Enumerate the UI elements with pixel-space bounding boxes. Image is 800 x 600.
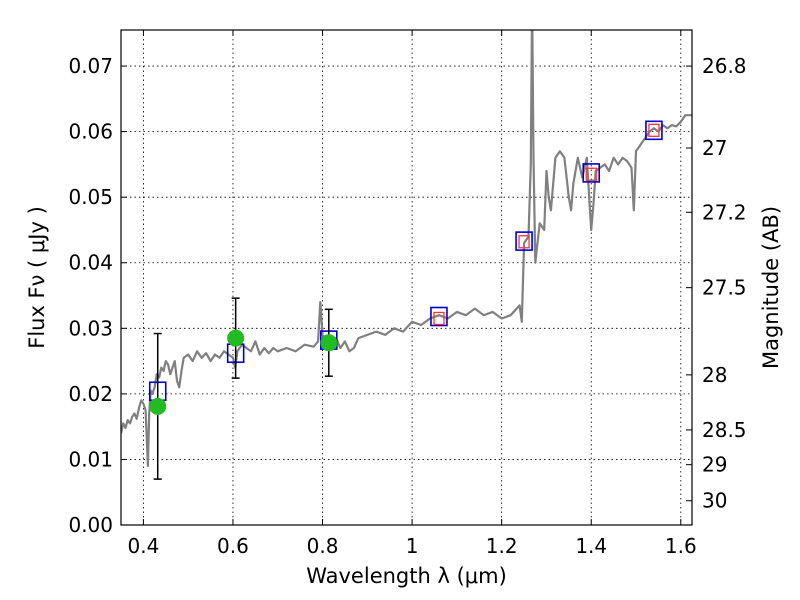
detection-square-marker: [585, 167, 597, 181]
x-axis-label: Wavelength λ (μm): [306, 564, 507, 588]
axes-frame: [120, 29, 693, 526]
y-tick-label: 0.00: [68, 513, 113, 537]
model-square-marker: [515, 231, 533, 251]
y2-tick-label: 28: [702, 363, 727, 387]
grid: [121, 30, 692, 525]
y-tick-label: 0.06: [68, 120, 113, 144]
x-tick-label: 1.2: [486, 534, 518, 558]
model-square-marker: [582, 163, 601, 183]
measurement-point: [227, 329, 245, 347]
y2-tick-label: 27.2: [702, 200, 747, 224]
measurement-point: [149, 397, 167, 415]
model-square-marker: [645, 120, 663, 141]
x-tick-label: 1.6: [665, 534, 697, 558]
y2-tick-label: 29: [702, 453, 727, 477]
y-tick-label: 0.02: [68, 382, 113, 406]
y-tick-label: 0.04: [68, 251, 113, 275]
y2-tick-label: 27.5: [702, 276, 747, 300]
y-tick-label: 0.01: [68, 447, 113, 471]
y-tick-label: 0.05: [68, 185, 113, 209]
y-axis-label: Flux Fν ( μJy ): [25, 206, 49, 349]
y-tick-label: 0.03: [68, 316, 113, 340]
x-tick-label: 1: [406, 534, 419, 558]
model-square-marker: [430, 306, 448, 327]
y2-tick-label: 27: [702, 136, 727, 160]
series-group: [121, 30, 692, 480]
y2-tick-label: 28.5: [702, 418, 747, 442]
y2-tick-label: 26.8: [702, 54, 747, 78]
plot-area: [121, 30, 692, 480]
x-tick-label: 0.8: [307, 534, 339, 558]
x-tick-label: 0.4: [127, 534, 159, 558]
y2-axis-label: Magnitude (AB): [759, 206, 783, 369]
measurement-point: [320, 334, 338, 352]
x-tick-label: 0.6: [217, 534, 249, 558]
spectrum-line: [121, 30, 692, 468]
detection-square-marker: [433, 311, 445, 326]
detection-square-marker: [518, 235, 530, 249]
axis-ticks: 0.4 0.6 0.8 1 1.2 1.4 1.6 0.00 0.01 0.02 0.03 0.04 0…: [68, 30, 747, 558]
x-tick-label: 1.4: [575, 534, 607, 558]
y2-tick-label: 30: [702, 489, 727, 513]
detection-square-marker: [648, 123, 660, 137]
y-tick-label: 0.07: [68, 54, 113, 78]
